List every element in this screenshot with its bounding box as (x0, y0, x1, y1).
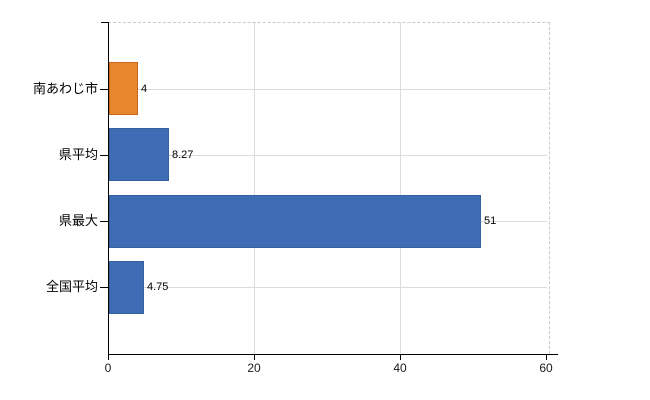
plot-border-top (108, 22, 550, 23)
x-axis-tick (254, 355, 255, 360)
category-label: 県最大 (58, 213, 98, 228)
value-label: 51 (484, 215, 497, 227)
bar (109, 261, 144, 314)
gridline-horizontal (108, 89, 547, 90)
x-tick-label: 20 (247, 361, 261, 375)
bar (109, 195, 481, 248)
value-label: 8.27 (172, 149, 194, 161)
x-tick-label: 40 (393, 361, 407, 375)
x-axis-tick (400, 355, 401, 360)
category-label: 全国平均 (45, 279, 98, 294)
plot-border-right (549, 22, 550, 354)
value-label: 4 (141, 83, 148, 95)
category-label: 県平均 (58, 147, 98, 162)
y-axis-tick (100, 155, 108, 156)
y-axis-tick (100, 89, 108, 90)
x-axis-tick (546, 355, 547, 360)
bar (109, 62, 138, 115)
gridline-vertical (400, 22, 401, 354)
y-axis-top-tick (101, 22, 108, 23)
value-label: 4.75 (147, 281, 169, 293)
gridline-vertical (254, 22, 255, 354)
x-axis-line (108, 354, 558, 355)
x-tick-label: 0 (104, 361, 112, 375)
y-axis-line (108, 22, 109, 354)
gridline-horizontal (108, 155, 547, 156)
y-axis-tick (100, 221, 108, 222)
gridline-horizontal (108, 287, 547, 288)
x-tick-label: 60 (539, 361, 553, 375)
y-axis-tick (100, 287, 108, 288)
x-axis-tick (108, 355, 109, 360)
bar (109, 128, 169, 181)
category-label: 南あわじ市 (32, 81, 98, 96)
